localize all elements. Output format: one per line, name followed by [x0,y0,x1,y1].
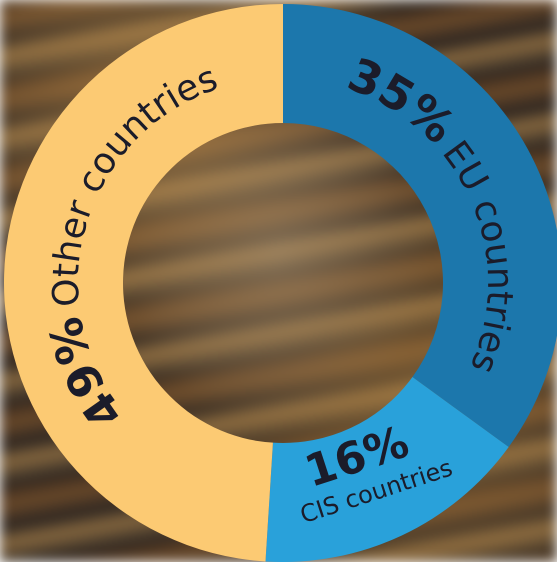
donut-segment [265,377,509,562]
donut-segment [283,4,557,447]
donut-segment [4,4,284,562]
